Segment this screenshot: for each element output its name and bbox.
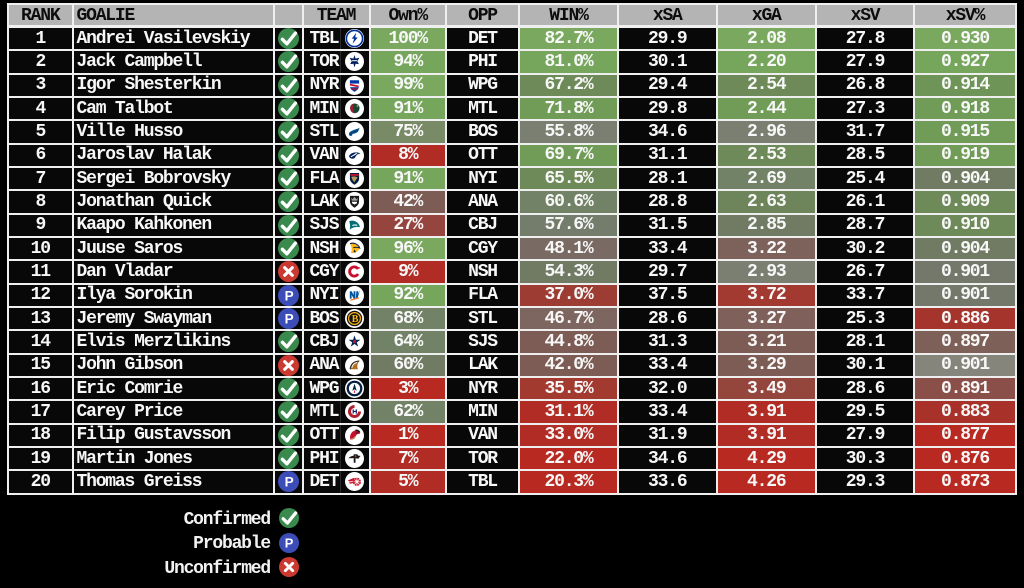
svg-text:P: P <box>285 535 294 550</box>
svg-text:P: P <box>284 475 293 490</box>
svg-text:P: P <box>284 311 293 326</box>
svg-text:P: P <box>284 288 293 303</box>
svg-text:B: B <box>352 314 359 325</box>
